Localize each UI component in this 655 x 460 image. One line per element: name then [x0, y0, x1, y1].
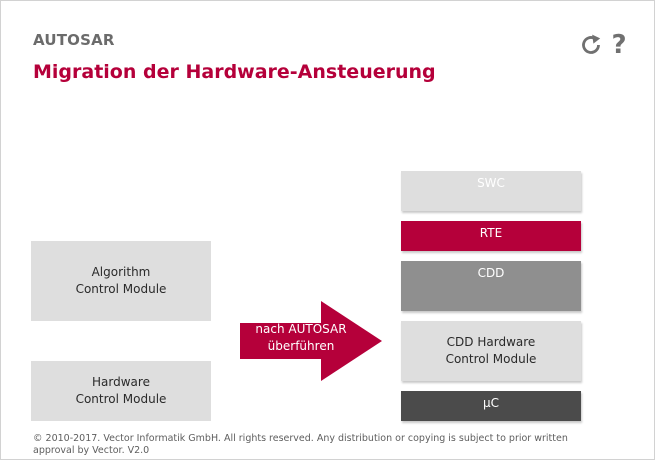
help-button[interactable]: ? — [605, 31, 633, 59]
cdd-label: CDD — [477, 266, 505, 280]
migration-arrow — [240, 301, 382, 381]
rte-layer: RTE — [401, 221, 581, 251]
rte-label: RTE — [479, 226, 503, 240]
cdd-hardware-control-module-box: CDD Hardware Control Module — [401, 321, 581, 381]
swc-layer: SWC — [401, 171, 581, 211]
app-label: AUTOSAR — [33, 31, 115, 49]
algorithm-control-module-box: Algorithm Control Module — [31, 241, 211, 321]
microcontroller-label: µC — [482, 396, 499, 410]
reload-icon — [582, 34, 601, 54]
page-title: Migration der Hardware-Ansteuerung — [33, 61, 436, 83]
migration-arrow-label: nach AUTOSAR überführen — [255, 322, 347, 353]
cdd-hardware-control-module-label: CDD Hardware Control Module — [445, 335, 537, 366]
hardware-control-module-box: Hardware Control Module — [31, 361, 211, 421]
reload-button[interactable] — [577, 31, 605, 59]
copyright-footer: © 2010-2017. Vector Informatik GmbH. All… — [33, 433, 568, 456]
help-icon: ? — [611, 30, 627, 60]
cdd-layer: CDD — [401, 261, 581, 311]
microcontroller-layer: µC — [401, 391, 581, 421]
hardware-control-module-label: Hardware Control Module — [75, 375, 167, 406]
swc-label: SWC — [477, 176, 505, 190]
algorithm-control-module-label: Algorithm Control Module — [75, 265, 167, 296]
